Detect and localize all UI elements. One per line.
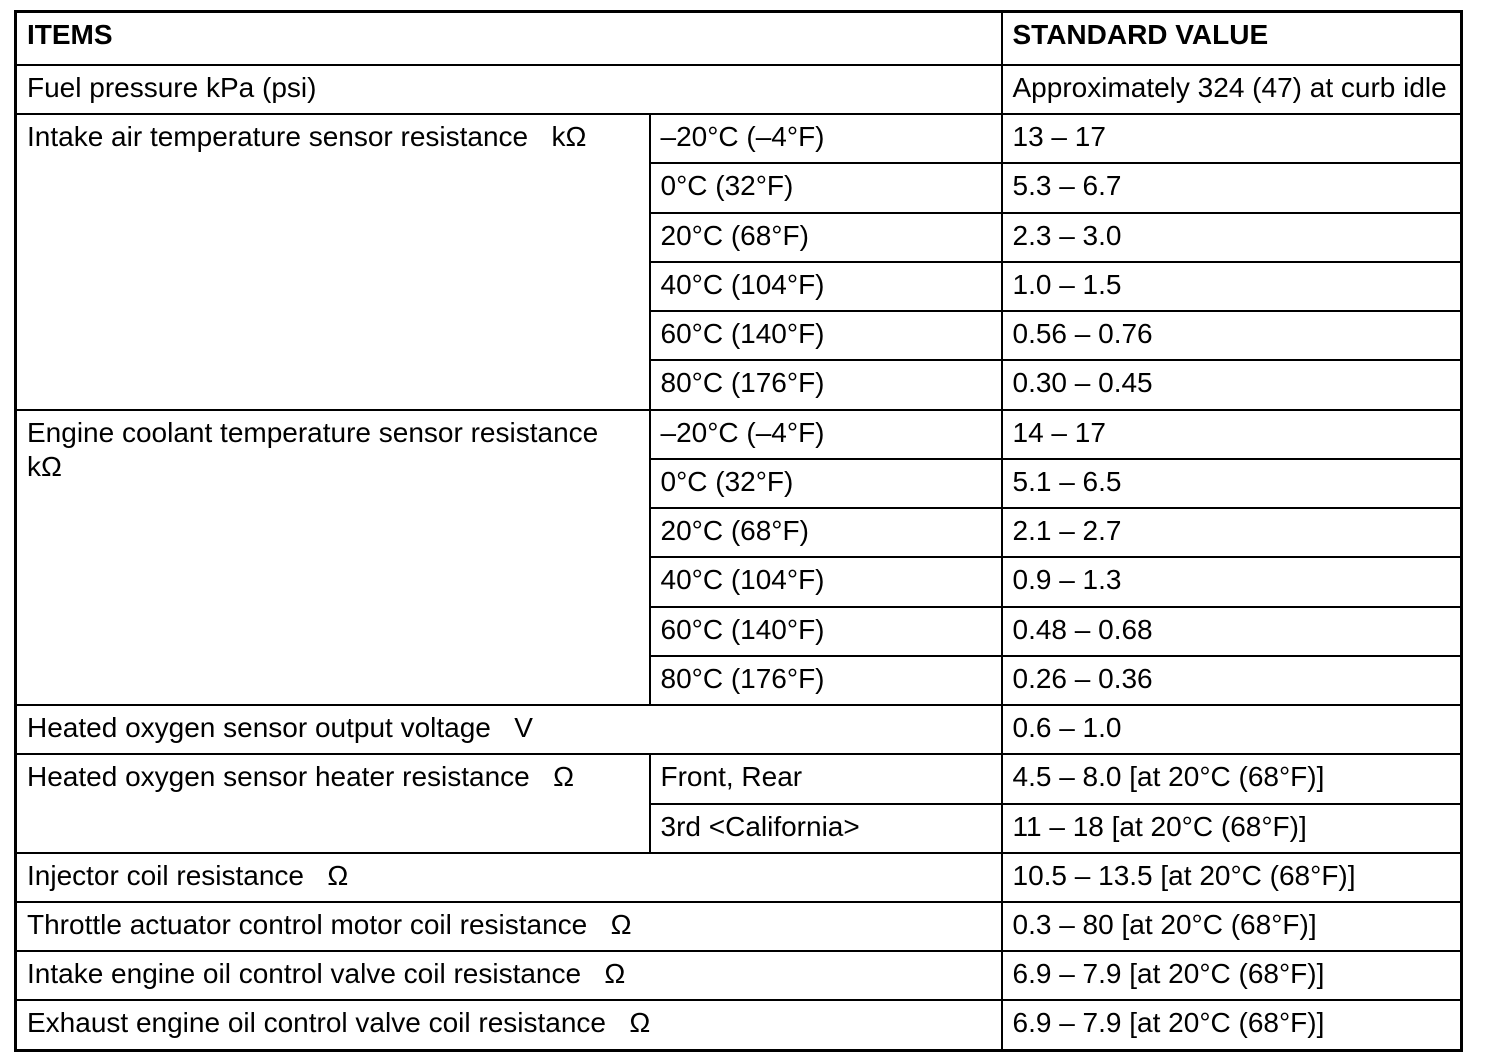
table-cell: 0°C (32°F) — [648, 457, 1003, 510]
items-column-header: ITEMS — [14, 10, 1003, 66]
table-cell: 0.9 – 1.3 — [1000, 556, 1463, 608]
table-row: Fuel pressure kPa (psi) Approximately 324… — [14, 63, 1463, 116]
table-cell: –20°C (–4°F) — [648, 408, 1003, 460]
table-cell: 6.9 – 7.9 [at 20°C (68°F)] — [1000, 999, 1463, 1052]
table-row: 40°C (104°F) 1.0 – 1.5 — [16, 260, 1463, 313]
table-cell: 80°C (176°F) — [648, 654, 1003, 707]
table-cell: 3rd <California> — [648, 802, 1003, 854]
table-cell: 40°C (104°F) — [648, 556, 1003, 608]
table-row: 20°C (68°F) 2.1 – 2.7 — [16, 507, 1463, 559]
table-cell: Front, Rear — [648, 753, 1003, 805]
table-row: Intake engine oil control valve coil res… — [14, 950, 1463, 1002]
table-cell: 40°C (104°F) — [648, 260, 1003, 313]
table-cell: Heated oxygen sensor output voltage V — [14, 704, 1003, 756]
table-row: 40°C (104°F) 0.9 – 1.3 — [16, 556, 1463, 608]
spec-table-body: Fuel pressure kPa (psi) Approximately 324… — [14, 63, 1463, 1052]
table-row: Intake air temperature sensor resistance… — [14, 113, 1463, 411]
table-cell: 6.9 – 7.9 [at 20°C (68°F)] — [1000, 950, 1463, 1002]
table-cell: 0°C (32°F) — [648, 162, 1003, 214]
table-cell: 60°C (140°F) — [648, 605, 1003, 657]
table-cell: 0.56 – 0.76 — [1000, 310, 1463, 362]
table-row: Heated oxygen sensor output voltage V 0.6… — [14, 704, 1463, 756]
table-row: 20°C (68°F) 2.3 – 3.0 — [16, 211, 1463, 263]
table-row: 80°C (176°F) 0.30 – 0.45 — [16, 359, 1463, 411]
table-row: Engine coolant temperature sensor resist… — [14, 408, 1463, 707]
table-cell: 0.48 – 0.68 — [1000, 605, 1463, 657]
table-cell: 11 – 18 [at 20°C (68°F)] — [1000, 802, 1463, 854]
table-cell: 5.1 – 6.5 — [1000, 457, 1463, 510]
table-row: Heated oxygen sensor heater resistance Ω… — [14, 753, 1463, 854]
table-cell: Heated oxygen sensor heater resistance Ω — [14, 753, 651, 854]
table-row: 60°C (140°F) 0.48 – 0.68 — [16, 605, 1463, 657]
table-cell: 20°C (68°F) — [648, 507, 1003, 559]
table-cell: 20°C (68°F) — [648, 211, 1003, 263]
table-cell: Injector coil resistance Ω — [14, 851, 1003, 903]
table-cell: 60°C (140°F) — [648, 310, 1003, 362]
table-cell: 1.0 – 1.5 — [1000, 260, 1463, 313]
table-cell: 0.3 – 80 [at 20°C (68°F)] — [1000, 900, 1463, 953]
table-cell: –20°C (–4°F) — [648, 113, 1003, 165]
table-cell: 0.30 – 0.45 — [1000, 359, 1463, 411]
table-row: 0°C (32°F) 5.3 – 6.7 — [16, 162, 1463, 214]
table-cell: Approximately 324 (47) at curb idle — [1000, 63, 1463, 116]
table-cell: Fuel pressure kPa (psi) — [14, 63, 1003, 116]
table-row: Exhaust engine oil control valve coil re… — [14, 999, 1463, 1052]
standard-value-column-header: STANDARD VALUE — [1000, 10, 1463, 66]
table-cell: 13 – 17 — [1000, 113, 1463, 165]
table-cell: Intake engine oil control valve coil res… — [14, 950, 1003, 1002]
table-cell: Intake air temperature sensor resistance… — [14, 113, 651, 411]
spec-table-head: ITEMS STANDARD VALUE — [14, 10, 1463, 66]
table-cell: Engine coolant temperature sensor resist… — [14, 408, 651, 707]
table-row: Injector coil resistance Ω 10.5 – 13.5 [a… — [14, 851, 1463, 903]
table-cell: Throttle actuator control motor coil res… — [14, 900, 1003, 953]
table-cell: Exhaust engine oil control valve coil re… — [14, 999, 1003, 1052]
table-cell: 80°C (176°F) — [648, 359, 1003, 411]
table-cell: 4.5 – 8.0 [at 20°C (68°F)] — [1000, 753, 1463, 805]
header-row: ITEMS STANDARD VALUE — [14, 10, 1463, 66]
table-cell: 5.3 – 6.7 — [1000, 162, 1463, 214]
table-row: 80°C (176°F) 0.26 – 0.36 — [16, 654, 1463, 707]
table-cell: 2.3 – 3.0 — [1000, 211, 1463, 263]
table-cell: 0.6 – 1.0 — [1000, 704, 1463, 756]
spec-table: ITEMS STANDARD VALUE Fuel pressure kPa (… — [14, 10, 1463, 1052]
table-row: Throttle actuator control motor coil res… — [14, 900, 1463, 953]
table-cell: 2.1 – 2.7 — [1000, 507, 1463, 559]
table-cell: 0.26 – 0.36 — [1000, 654, 1463, 707]
table-row: 0°C (32°F) 5.1 – 6.5 — [16, 457, 1463, 510]
table-row: 60°C (140°F) 0.56 – 0.76 — [16, 310, 1463, 362]
table-cell: 14 – 17 — [1000, 408, 1463, 460]
table-cell: 10.5 – 13.5 [at 20°C (68°F)] — [1000, 851, 1463, 903]
table-row: 3rd <California> 11 – 18 [at 20°C (68°F)] — [16, 802, 1463, 854]
